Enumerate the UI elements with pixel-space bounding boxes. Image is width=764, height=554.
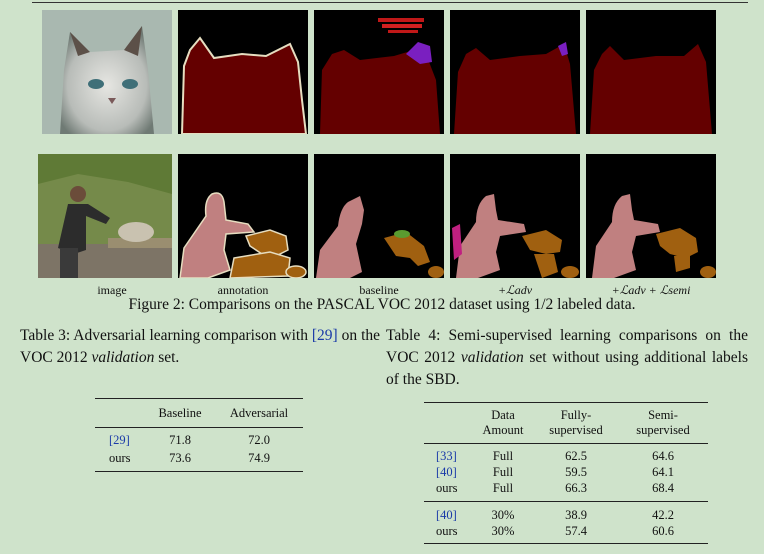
table4-cell: 68.4 xyxy=(652,480,674,495)
table4-cell: 66.3 xyxy=(565,480,587,495)
table-row: [29] 71.8 72.0 xyxy=(95,427,303,450)
table3-cell: 71.8 xyxy=(169,433,191,447)
table4-cell: Full xyxy=(492,480,514,495)
table4-cell: Full xyxy=(492,448,514,463)
table4-method: ours xyxy=(436,480,458,495)
table4-header-semi: Semi-supervised xyxy=(636,408,690,437)
table3-method: [29] xyxy=(109,433,130,447)
table4-cell: 30% xyxy=(491,523,515,538)
table4-header-fully: Fully-supervised xyxy=(549,408,603,437)
table4: Data Amount Fully-supervised Semi-supervi… xyxy=(424,402,708,544)
top-rule xyxy=(32,2,748,3)
table4-cell: 30% xyxy=(491,507,515,522)
table4-header-data-amount: Data Amount xyxy=(482,408,524,437)
table3-header-baseline: Baseline xyxy=(158,405,202,420)
table4-caption: Table 4: Semi-supervised learning compar… xyxy=(386,327,748,388)
person-annotation xyxy=(178,154,308,278)
table-row: [40] Full 59.5 64.1 xyxy=(424,464,708,480)
col-label-image: image xyxy=(97,283,127,297)
table4-cell: 59.5 xyxy=(565,464,587,479)
table4-cell: 57.4 xyxy=(565,523,587,538)
cat-photo xyxy=(42,10,172,134)
person-baseline xyxy=(314,154,444,278)
table-row: ours 73.6 74.9 xyxy=(95,449,303,472)
table4-cell: 38.9 xyxy=(565,507,587,522)
table4-method: [33] xyxy=(436,448,457,463)
person-dog-photo xyxy=(38,154,172,278)
table4-cell: 60.6 xyxy=(652,523,674,538)
cat-annotation xyxy=(178,10,308,134)
table3-cell: 73.6 xyxy=(169,450,191,465)
figure-caption: Figure 2: Comparisons on the PASCAL VOC … xyxy=(128,296,636,313)
table3: Baseline Adversarial [29] 71.8 72.0 ours… xyxy=(95,398,303,472)
table-row: ours Full 66.3 68.4 xyxy=(424,480,708,502)
table4-method: [40] xyxy=(436,464,457,479)
figure-grid xyxy=(38,10,716,278)
col-label-adv: +ℒadv xyxy=(497,283,533,297)
col-label-annotation: annotation xyxy=(217,283,269,297)
table3-cell: 72.0 xyxy=(248,433,270,447)
table4-method: ours xyxy=(436,523,458,538)
col-label-baseline: baseline xyxy=(359,283,399,297)
table4-cell: 64.1 xyxy=(652,464,674,479)
table3-caption: Table 3: Adversarial learning comparison… xyxy=(20,327,380,366)
table3-method: ours xyxy=(109,450,131,465)
table4-header-blank xyxy=(424,403,472,444)
cat-adv-semi xyxy=(586,10,716,134)
cat-baseline xyxy=(314,10,444,134)
table-row: [33] Full 62.5 64.6 xyxy=(424,443,708,465)
table3-cell: 74.9 xyxy=(248,450,270,465)
table-row: ours 30% 57.4 60.6 xyxy=(424,523,708,544)
table4-method: [40] xyxy=(436,507,457,522)
table4-cell: 62.5 xyxy=(565,448,587,463)
person-adv-semi xyxy=(586,154,716,278)
table3-header-blank xyxy=(95,399,145,428)
table4-cell: Full xyxy=(492,464,514,479)
table4-header-row: Data Amount Fully-supervised Semi-supervi… xyxy=(424,402,708,444)
col-label-adv-semi: +ℒadv + ℒsemi xyxy=(611,283,691,297)
table4-cell: 64.6 xyxy=(652,448,674,463)
person-adv xyxy=(450,154,580,278)
table3-header-row: Baseline Adversarial xyxy=(95,398,303,428)
table-row: [40] 30% 38.9 42.2 xyxy=(424,501,708,524)
table4-cell: 42.2 xyxy=(652,507,674,522)
table3-header-adversarial: Adversarial xyxy=(229,405,289,420)
cat-adv xyxy=(450,10,580,134)
